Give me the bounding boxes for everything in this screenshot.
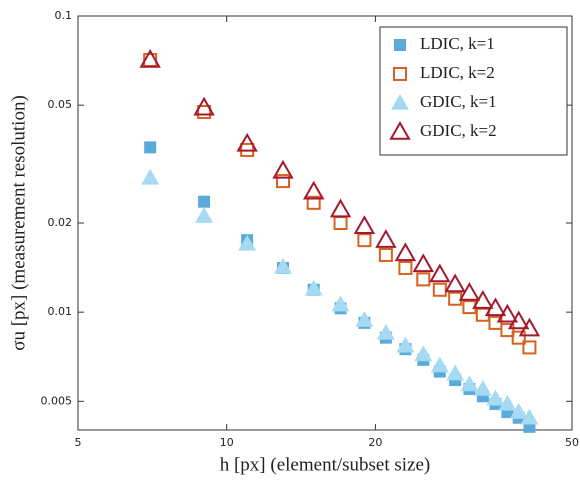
x-tick-label: 50 xyxy=(565,436,579,449)
data-point xyxy=(306,195,321,210)
data-point xyxy=(500,323,515,338)
data-point xyxy=(238,234,257,251)
data-point xyxy=(432,282,447,297)
data-point xyxy=(484,297,507,317)
data-point xyxy=(414,345,433,362)
data-point xyxy=(195,207,214,223)
legend-label: GDIC, k=2 xyxy=(420,121,497,140)
data-point xyxy=(444,273,466,293)
data-point xyxy=(236,132,258,152)
legend-label: LDIC, k=1 xyxy=(420,34,495,53)
data-point xyxy=(353,215,376,235)
legend-marker xyxy=(394,39,406,51)
legend-marker xyxy=(393,67,407,81)
data-point xyxy=(144,141,157,154)
data-point xyxy=(331,295,350,312)
data-point xyxy=(460,375,479,392)
data-point xyxy=(472,290,494,309)
data-point xyxy=(357,233,372,248)
data-point xyxy=(522,340,537,355)
data-point xyxy=(488,315,503,330)
data-point xyxy=(376,324,395,340)
legend-marker xyxy=(391,94,409,110)
data-point xyxy=(378,247,393,262)
data-point xyxy=(272,159,294,179)
legend-label: GDIC, k=1 xyxy=(420,92,497,111)
data-point xyxy=(273,258,292,274)
data-point xyxy=(458,282,481,301)
data-point xyxy=(396,336,415,353)
data-point xyxy=(448,291,463,306)
data-point xyxy=(486,389,505,406)
y-tick-label: 0.05 xyxy=(48,98,73,111)
data-point xyxy=(507,310,530,330)
data-point xyxy=(355,311,374,327)
data-point xyxy=(193,96,215,116)
legend-marker xyxy=(389,120,411,140)
data-point xyxy=(275,174,290,189)
y-tick-label: 0.005 xyxy=(41,394,73,407)
data-point xyxy=(197,105,212,120)
y-axis-label: σu [px] (measurement resolution) xyxy=(8,95,29,351)
x-tick-label: 10 xyxy=(220,436,234,449)
data-point xyxy=(329,198,352,218)
data-point xyxy=(141,168,160,185)
data-point xyxy=(496,303,519,323)
data-point xyxy=(394,242,417,262)
data-point xyxy=(416,272,431,287)
data-point xyxy=(304,279,323,296)
x-tick-label: 5 xyxy=(75,436,82,449)
data-point xyxy=(139,49,161,68)
data-point xyxy=(429,263,451,283)
y-tick-label: 0.1 xyxy=(55,9,73,22)
data-point xyxy=(398,260,413,275)
data-point xyxy=(198,195,211,208)
data-point xyxy=(375,229,397,248)
data-point xyxy=(333,216,348,230)
x-tick-label: 20 xyxy=(368,436,382,449)
y-tick-label: 0.02 xyxy=(48,216,73,229)
legend-label: LDIC, k=2 xyxy=(420,63,495,82)
data-point xyxy=(302,180,325,200)
data-point xyxy=(518,317,541,337)
legend-box xyxy=(379,26,568,156)
data-point xyxy=(498,394,517,411)
data-point xyxy=(412,253,435,273)
data-point xyxy=(430,356,449,373)
y-tick-label: 0.01 xyxy=(48,305,73,318)
data-point xyxy=(509,403,528,419)
data-point xyxy=(473,380,492,396)
data-point xyxy=(511,330,526,345)
x-axis-label: h [px] (element/subset size) xyxy=(220,454,431,475)
data-point xyxy=(446,364,465,381)
data-point xyxy=(520,408,539,425)
